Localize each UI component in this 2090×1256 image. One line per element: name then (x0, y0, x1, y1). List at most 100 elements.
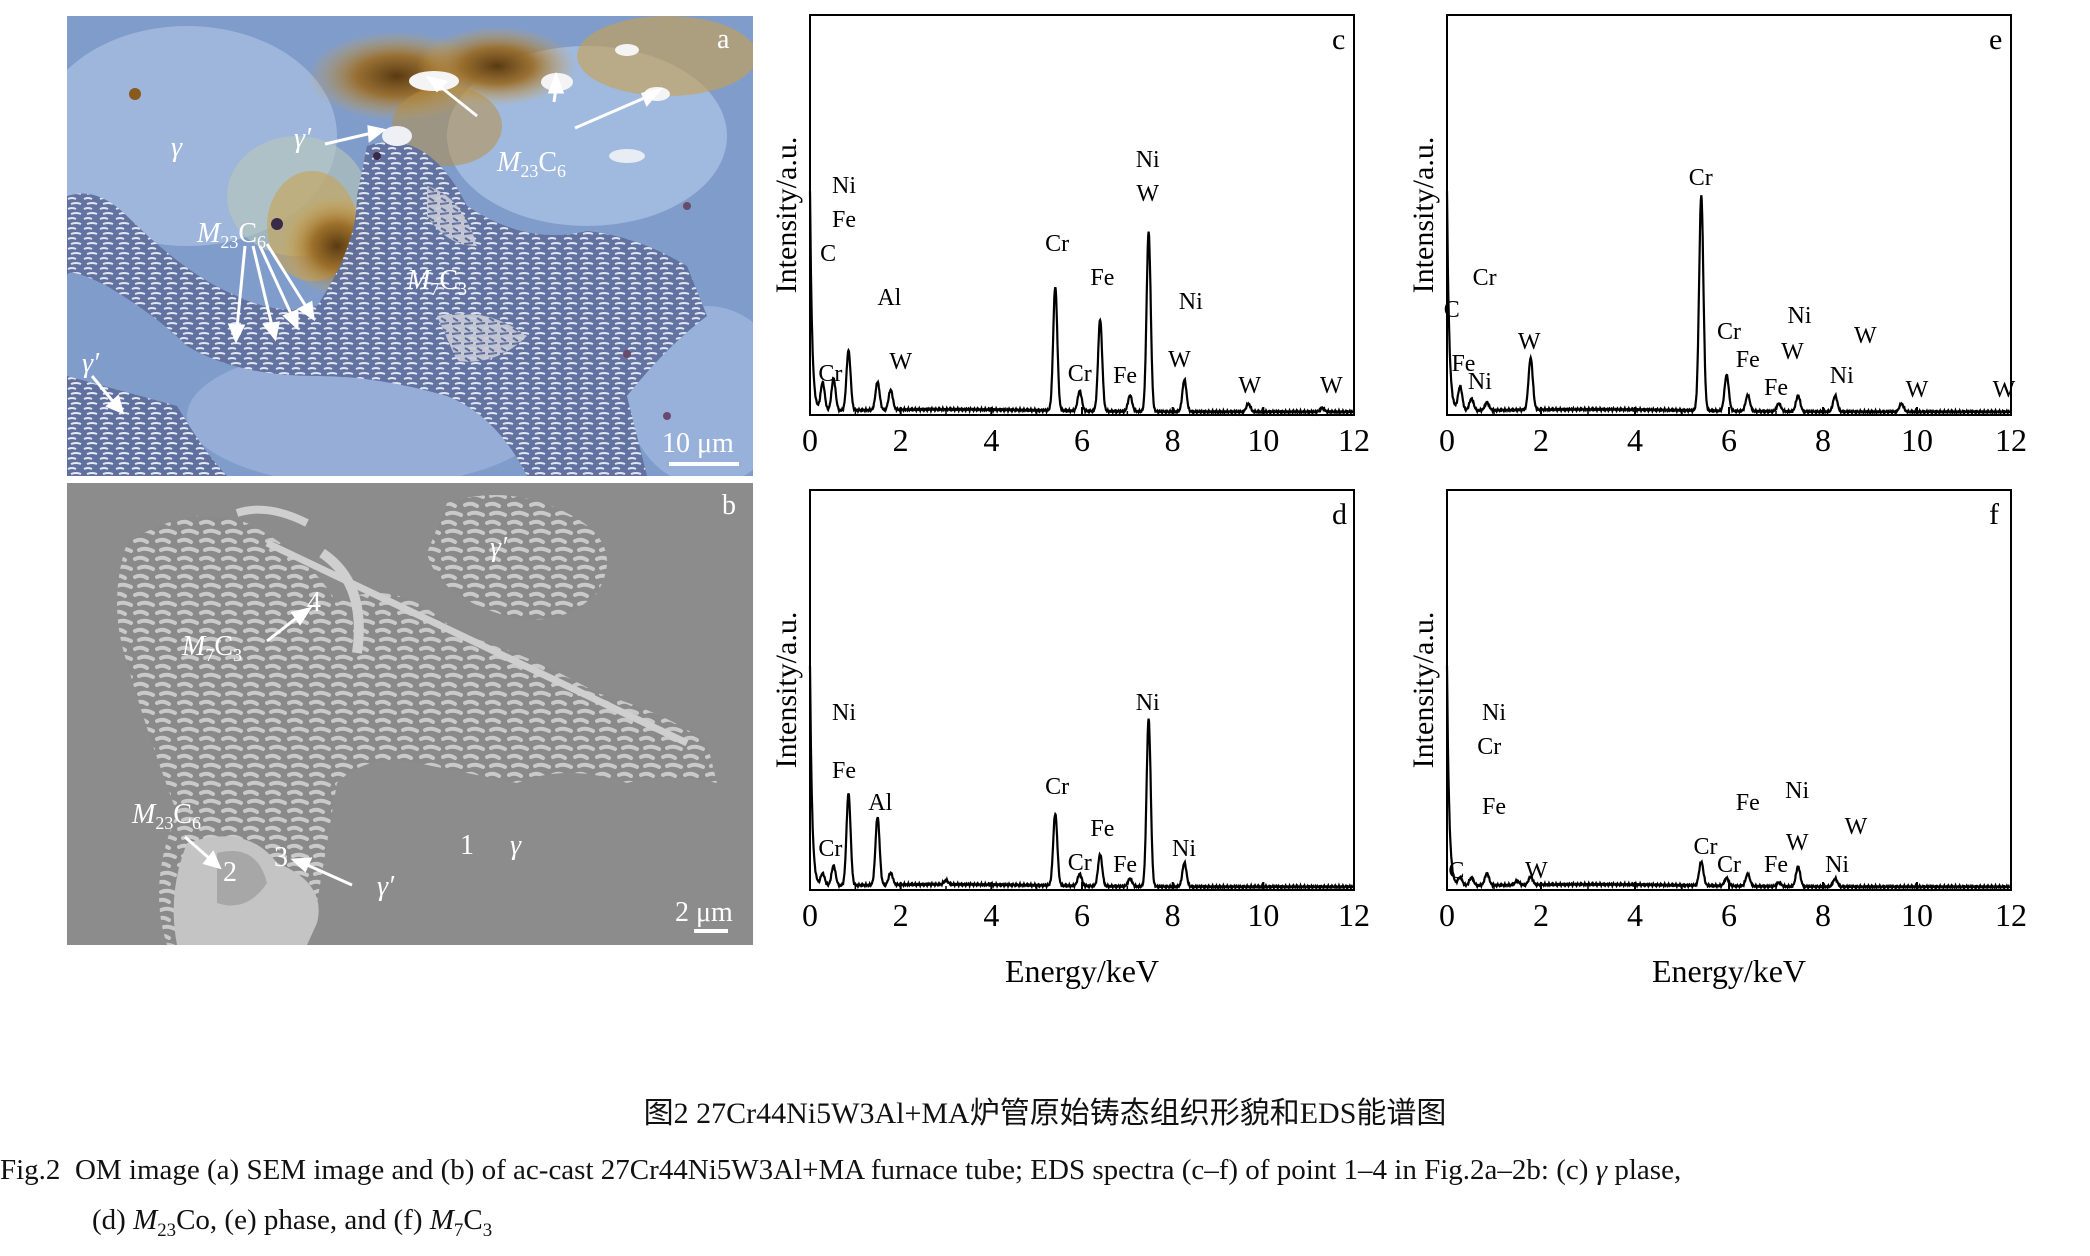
label-gamma: γ (171, 132, 183, 163)
spectrum-line (808, 665, 1356, 892)
caption-line1-end: plase, (1614, 1154, 1682, 1186)
element-label: Ni (1825, 852, 1849, 878)
caption-line2: (d) M23Co, (e) phase, and (f) M7C3 (92, 1204, 493, 1241)
x-tick-label: 8 (1815, 422, 1831, 458)
element-label: Fe (1451, 351, 1475, 377)
spectrum-svg: f Intensity/a.u. 0 2 4 6 8 10 12 Energy/keV Ni Cr Fe… (1407, 489, 2027, 989)
x-tick-label: 6 (1074, 422, 1090, 458)
element-label: Fe (1736, 790, 1760, 816)
label-gamma-prime-b-bottom: γ′ (377, 871, 395, 902)
om-image-panel-a: a γ γ′ γ′ M23C6 M23C6 M7C3 10 μm (67, 16, 753, 476)
caption-english: Fig.2 OM image (a) SEM image and (b) of … (0, 1145, 2086, 1256)
label-m7c3-b: M7C3 (181, 631, 242, 665)
element-label: Cr (1045, 774, 1069, 800)
element-label: Ni (1136, 147, 1160, 173)
element-label: C (820, 241, 836, 267)
point-2: 2 (223, 857, 237, 888)
x-tick-label: 10 (1247, 422, 1279, 458)
element-label: Ni (1179, 289, 1203, 315)
label-gamma-b: γ (510, 830, 522, 861)
x-tick-label: 2 (893, 422, 909, 458)
element-label: W (1845, 814, 1868, 840)
element-label: Fe (832, 207, 856, 233)
element-label: Fe (1113, 363, 1137, 389)
label-m7c3: M7C3 (406, 265, 467, 299)
element-label: Al (868, 790, 892, 816)
element-label: Cr (1477, 734, 1501, 760)
x-tick-label: 6 (1721, 422, 1737, 458)
spectrum-svg: c Intensity/a.u. 0 2 4 6 8 10 12 Ni Fe C Al Cr W Cr Fe Cr… (770, 14, 1370, 458)
point-4: 4 (307, 587, 321, 618)
element-label: W (1854, 323, 1877, 349)
point-1: 1 (460, 830, 474, 861)
x-tick-label: 8 (1165, 897, 1181, 933)
x-tick-label: 10 (1901, 897, 1933, 933)
element-label: Cr (1689, 165, 1713, 191)
label-m23c6-top: M23C6 (496, 147, 566, 181)
element-label: Ni (1830, 363, 1854, 389)
spectrum-svg: d Intensity/a.u. 0 2 4 6 8 10 12 Energy/keV Ni Fe Cr… (770, 489, 1370, 989)
x-tick-label: 12 (1338, 422, 1370, 458)
element-label: W (1136, 181, 1159, 207)
x-tick-label: 2 (1533, 422, 1549, 458)
x-tick-label: 12 (1995, 422, 2027, 458)
element-label: Cr (1045, 231, 1069, 257)
element-label: W (1781, 339, 1804, 365)
element-label: Ni (1785, 778, 1809, 804)
element-label: Ni (1482, 700, 1506, 726)
y-axis-label: Intensity/a.u. (1407, 612, 1440, 769)
element-label: Fe (1090, 265, 1114, 291)
x-tick-label: 0 (802, 422, 818, 458)
label-gamma-prime-top: γ′ (294, 123, 312, 154)
x-tick-label: 4 (1627, 422, 1643, 458)
scale-bar-a (669, 462, 739, 466)
x-tick-label: 2 (893, 897, 909, 933)
caption-gamma: γ (1595, 1154, 1608, 1186)
x-tick-label: 8 (1815, 897, 1831, 933)
element-label: Cr (1717, 319, 1741, 345)
x-tick-label: 12 (1995, 897, 2027, 933)
element-label: Fe (832, 758, 856, 784)
caption-chinese: 图2 27Cr44Ni5W3Al+MA炉管原始铸态组织形貌和EDS能谱图 (643, 1097, 1447, 1130)
eds-spectrum-f: f Intensity/a.u. 0 2 4 6 8 10 12 Energy/keV Ni Cr Fe… (1395, 485, 2035, 1005)
element-label: Fe (1482, 794, 1506, 820)
eds-spectrum-d: d Intensity/a.u. 0 2 4 6 8 10 12 Energy/keV Ni Fe Cr… (760, 485, 1370, 1005)
x-tick-label: 10 (1901, 422, 1933, 458)
element-label: Fe (1736, 347, 1760, 373)
x-tick-label: 4 (983, 422, 999, 458)
label-m23c6-left: M23C6 (196, 218, 266, 252)
plot-frame (1446, 14, 2012, 416)
element-label: W (1320, 373, 1343, 399)
element-label: Fe (1764, 852, 1788, 878)
element-label: Cr (1694, 834, 1718, 860)
x-tick-label: 12 (1338, 897, 1370, 933)
panel-letter-a: a (717, 24, 730, 55)
element-label: C (1444, 297, 1460, 323)
x-tick-label: 8 (1165, 422, 1181, 458)
x-tick-label: 0 (1439, 897, 1455, 933)
spectrum-line (1445, 665, 2013, 892)
element-label: W (889, 349, 912, 375)
element-label: Cr (1068, 361, 1092, 387)
label-gamma-prime-left: γ′ (82, 348, 100, 379)
sem-image-panel-b: b γ′ γ′ γ M7C3 M23C6 1 2 3 4 2 μm (67, 483, 753, 945)
y-axis-label: Intensity/a.u. (1407, 137, 1440, 294)
spectrum-line (1445, 190, 2013, 417)
x-tick-label: 10 (1247, 897, 1279, 933)
element-label: Al (877, 285, 901, 311)
x-tick-label: 6 (1074, 897, 1090, 933)
caption-fig-number: Fig.2 (0, 1154, 61, 1186)
element-label: Ni (832, 173, 856, 199)
panel-letter: d (1332, 498, 1347, 531)
eds-spectrum-c: c Intensity/a.u. 0 2 4 6 8 10 12 Ni Fe C Al Cr W Cr Fe Cr… (760, 10, 1370, 480)
x-tick-label: 0 (1439, 422, 1455, 458)
element-label: Fe (1764, 375, 1788, 401)
panel-letter: c (1332, 23, 1345, 56)
element-label: Cr (1717, 852, 1741, 878)
y-axis-label: Intensity/a.u. (770, 137, 803, 294)
element-label: Fe (1090, 816, 1114, 842)
x-tick-label: 0 (802, 897, 818, 933)
element-label: Ni (1172, 836, 1196, 862)
element-label: W (1993, 377, 2016, 403)
